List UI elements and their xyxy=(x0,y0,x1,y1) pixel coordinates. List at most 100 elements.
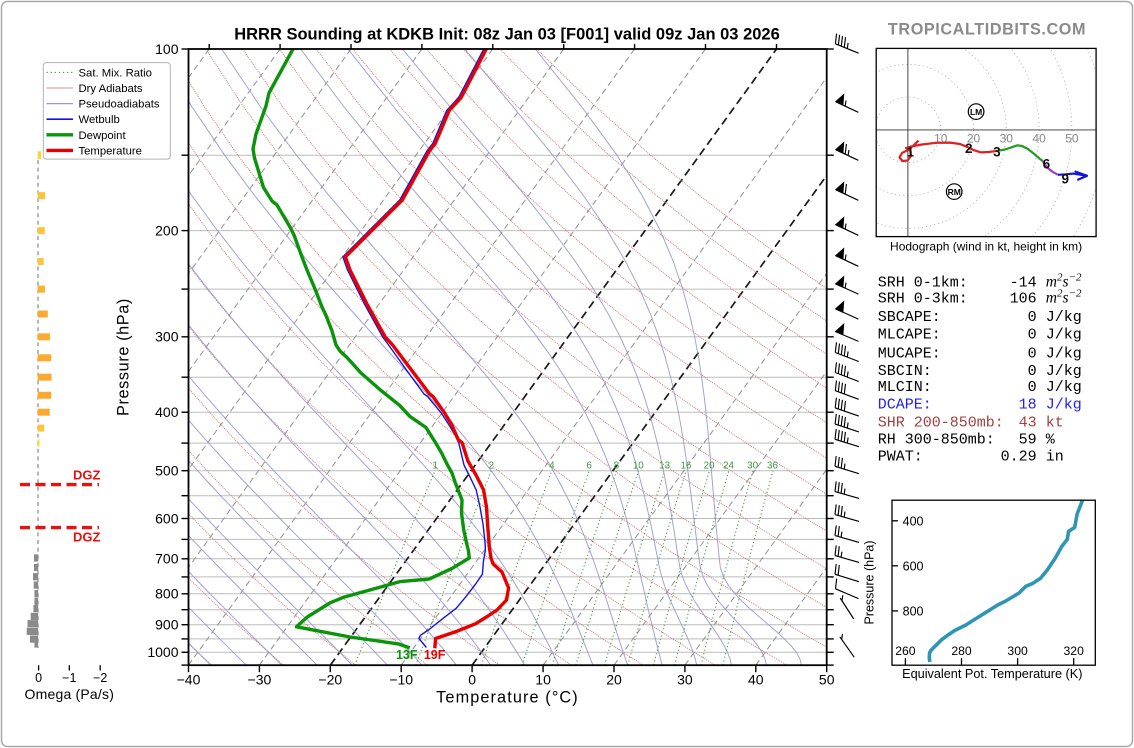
svg-text:300: 300 xyxy=(155,329,179,345)
svg-text:0: 0 xyxy=(1028,327,1037,344)
svg-text:50: 50 xyxy=(1065,132,1079,146)
svg-text:Omega (Pa/s): Omega (Pa/s) xyxy=(25,686,115,702)
svg-text:3: 3 xyxy=(993,145,1001,160)
svg-text:1: 1 xyxy=(906,145,914,160)
svg-text:MLCAPE:: MLCAPE: xyxy=(878,327,941,344)
svg-text:40: 40 xyxy=(1032,132,1046,146)
svg-text:Dewpoint: Dewpoint xyxy=(79,130,127,142)
svg-text:200: 200 xyxy=(155,222,179,238)
svg-text:20: 20 xyxy=(967,132,981,146)
svg-text:Pressure (hPa): Pressure (hPa) xyxy=(863,540,877,624)
svg-text:6: 6 xyxy=(1043,156,1051,171)
svg-text:43: 43 xyxy=(1019,414,1037,431)
svg-text:0: 0 xyxy=(35,671,42,685)
svg-text:600: 600 xyxy=(903,559,924,573)
svg-text:0: 0 xyxy=(1028,379,1037,396)
svg-text:SRH 0-1km:: SRH 0-1km: xyxy=(878,275,968,292)
svg-text:50: 50 xyxy=(819,672,835,688)
svg-text:30: 30 xyxy=(677,672,693,688)
svg-text:SBCIN:: SBCIN: xyxy=(878,363,932,380)
svg-text:19F: 19F xyxy=(424,648,446,662)
svg-text:DCAPE:: DCAPE: xyxy=(878,397,932,414)
svg-text:Temperature: Temperature xyxy=(79,145,142,157)
svg-text:13: 13 xyxy=(659,461,670,472)
svg-text:6: 6 xyxy=(586,461,592,472)
svg-text:4: 4 xyxy=(549,461,555,472)
svg-text:Hodograph (wind in kt, height: Hodograph (wind in kt, height in km) xyxy=(890,240,1082,254)
svg-text:in: in xyxy=(1046,449,1064,466)
svg-text:MLCIN:: MLCIN: xyxy=(878,379,932,396)
svg-text:RM: RM xyxy=(948,187,961,197)
svg-text:−1: −1 xyxy=(62,671,76,685)
svg-text:280: 280 xyxy=(951,644,972,658)
svg-text:106: 106 xyxy=(1010,291,1037,308)
svg-text:1: 1 xyxy=(432,461,437,472)
svg-text:13F: 13F xyxy=(396,648,418,662)
svg-text:DGZ: DGZ xyxy=(73,468,101,483)
svg-text:18: 18 xyxy=(1019,397,1037,414)
svg-text:Pressure (hPa): Pressure (hPa) xyxy=(115,298,133,416)
svg-text:SBCAPE:: SBCAPE: xyxy=(878,309,941,326)
svg-text:%: % xyxy=(1046,432,1056,449)
svg-text:9: 9 xyxy=(1061,171,1069,186)
svg-text:0: 0 xyxy=(1028,345,1037,362)
svg-text:24: 24 xyxy=(723,461,734,472)
svg-text:500: 500 xyxy=(155,463,179,479)
svg-text:Temperature (°C): Temperature (°C) xyxy=(436,689,579,707)
svg-text:0: 0 xyxy=(1028,363,1037,380)
svg-text:20: 20 xyxy=(704,461,715,472)
svg-text:1000: 1000 xyxy=(147,644,178,660)
svg-text:Dry Adiabats: Dry Adiabats xyxy=(79,83,143,95)
svg-text:10: 10 xyxy=(535,672,551,688)
svg-text:300: 300 xyxy=(1007,644,1028,658)
svg-text:59: 59 xyxy=(1019,432,1037,449)
svg-text:SRH 0-3km:: SRH 0-3km: xyxy=(878,291,968,308)
svg-text:−10: −10 xyxy=(389,672,413,688)
svg-text:800: 800 xyxy=(903,604,924,618)
svg-text:320: 320 xyxy=(1064,644,1085,658)
svg-text:900: 900 xyxy=(155,617,179,633)
svg-text:2: 2 xyxy=(489,461,494,472)
svg-text:16: 16 xyxy=(680,461,691,472)
svg-text:0.29: 0.29 xyxy=(1001,449,1037,466)
svg-text:260: 260 xyxy=(895,644,916,658)
svg-text:40: 40 xyxy=(748,672,764,688)
svg-text:100: 100 xyxy=(155,41,179,57)
svg-text:−40: −40 xyxy=(177,672,201,688)
svg-text:2: 2 xyxy=(965,141,973,156)
svg-text:−2: −2 xyxy=(93,671,107,685)
svg-text:800: 800 xyxy=(155,586,179,602)
svg-text:HRRR Sounding at KDKB Init: 08: HRRR Sounding at KDKB Init: 08z Jan 03 [… xyxy=(234,26,780,44)
svg-text:J/kg: J/kg xyxy=(1046,309,1082,326)
svg-text:700: 700 xyxy=(155,551,179,567)
svg-text:8: 8 xyxy=(614,461,620,472)
svg-text:−20: −20 xyxy=(318,672,342,688)
svg-text:DGZ: DGZ xyxy=(73,530,101,545)
svg-text:J/kg: J/kg xyxy=(1046,397,1082,414)
svg-text:10: 10 xyxy=(633,461,644,472)
svg-text:SHR 200-850mb:: SHR 200-850mb: xyxy=(878,414,1004,431)
svg-text:0: 0 xyxy=(468,672,476,688)
svg-text:36: 36 xyxy=(767,461,778,472)
svg-text:30: 30 xyxy=(1000,132,1014,146)
svg-text:Sat. Mix. Ratio: Sat. Mix. Ratio xyxy=(79,67,152,79)
svg-text:LM: LM xyxy=(970,107,982,117)
svg-text:-14: -14 xyxy=(1010,275,1037,292)
svg-text:RH 300-850mb:: RH 300-850mb: xyxy=(878,432,995,449)
svg-text:J/kg: J/kg xyxy=(1046,363,1082,380)
svg-text:MUCAPE:: MUCAPE: xyxy=(878,345,941,362)
svg-text:Equivalent Pot. Temperature (K: Equivalent Pot. Temperature (K) xyxy=(902,667,1082,681)
svg-text:20: 20 xyxy=(606,672,622,688)
svg-text:Wetbulb: Wetbulb xyxy=(79,114,120,126)
svg-text:J/kg: J/kg xyxy=(1046,327,1082,344)
svg-text:400: 400 xyxy=(155,404,179,420)
svg-text:J/kg: J/kg xyxy=(1046,379,1082,396)
svg-text:30: 30 xyxy=(747,461,758,472)
svg-text:PWAT:: PWAT: xyxy=(878,449,923,466)
svg-text:−30: −30 xyxy=(248,672,272,688)
svg-text:0: 0 xyxy=(1028,309,1037,326)
svg-text:J/kg: J/kg xyxy=(1046,345,1082,362)
svg-text:Pseudoadiabats: Pseudoadiabats xyxy=(79,99,160,111)
svg-text:400: 400 xyxy=(903,514,924,528)
svg-text:600: 600 xyxy=(155,510,179,526)
